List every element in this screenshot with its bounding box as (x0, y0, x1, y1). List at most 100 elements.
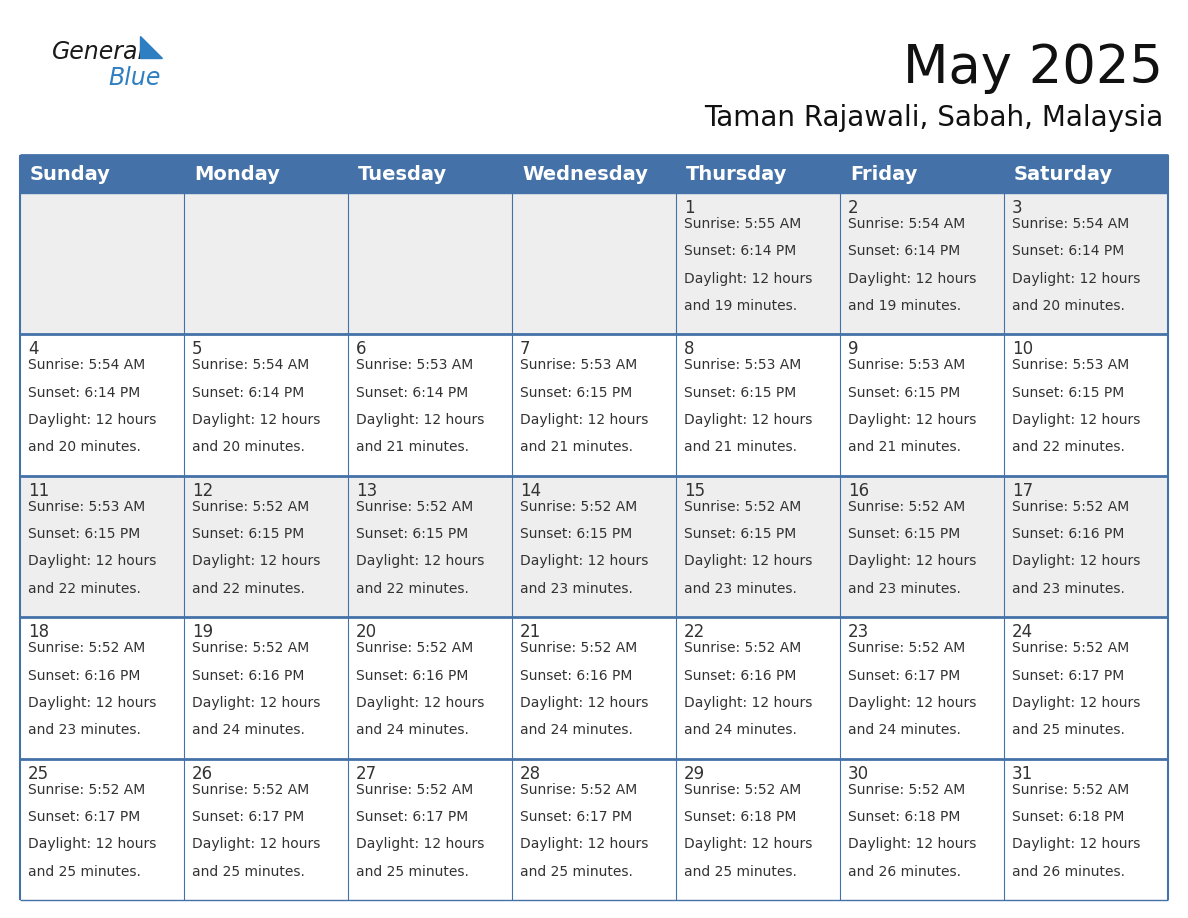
Text: Daylight: 12 hours: Daylight: 12 hours (356, 413, 485, 427)
Text: and 22 minutes.: and 22 minutes. (1012, 441, 1125, 454)
Text: Sunset: 6:17 PM: Sunset: 6:17 PM (848, 668, 960, 682)
Text: 23: 23 (848, 623, 870, 641)
Text: Sunset: 6:15 PM: Sunset: 6:15 PM (848, 527, 960, 541)
Text: Sunset: 6:16 PM: Sunset: 6:16 PM (520, 668, 632, 682)
Text: Sunrise: 5:52 AM: Sunrise: 5:52 AM (684, 499, 801, 514)
Bar (20, 617, 1168, 758)
Text: Sunrise: 5:53 AM: Sunrise: 5:53 AM (684, 358, 801, 373)
Text: 10: 10 (1012, 341, 1034, 358)
Text: Sunrise: 5:54 AM: Sunrise: 5:54 AM (29, 358, 145, 373)
Text: 20: 20 (356, 623, 377, 641)
Text: Sunset: 6:17 PM: Sunset: 6:17 PM (29, 810, 140, 823)
Text: Sunset: 6:14 PM: Sunset: 6:14 PM (848, 244, 960, 258)
Text: 7: 7 (520, 341, 531, 358)
Text: Sunset: 6:15 PM: Sunset: 6:15 PM (1012, 386, 1124, 399)
Text: and 22 minutes.: and 22 minutes. (192, 582, 305, 596)
Text: and 20 minutes.: and 20 minutes. (1012, 299, 1125, 313)
Text: Daylight: 12 hours: Daylight: 12 hours (684, 554, 813, 568)
Text: Daylight: 12 hours: Daylight: 12 hours (1012, 272, 1140, 285)
Text: and 24 minutes.: and 24 minutes. (192, 723, 305, 737)
Text: Sunset: 6:15 PM: Sunset: 6:15 PM (520, 527, 632, 541)
Text: Saturday: Saturday (1015, 164, 1113, 184)
Text: Daylight: 12 hours: Daylight: 12 hours (848, 837, 977, 851)
Text: 26: 26 (192, 765, 213, 783)
Text: and 20 minutes.: and 20 minutes. (29, 441, 141, 454)
Text: Daylight: 12 hours: Daylight: 12 hours (1012, 837, 1140, 851)
Text: and 25 minutes.: and 25 minutes. (192, 865, 305, 879)
Text: Sunrise: 5:54 AM: Sunrise: 5:54 AM (848, 217, 965, 231)
Text: and 23 minutes.: and 23 minutes. (1012, 582, 1125, 596)
Text: Sunrise: 5:53 AM: Sunrise: 5:53 AM (520, 358, 637, 373)
Text: Sunrise: 5:52 AM: Sunrise: 5:52 AM (848, 783, 965, 797)
Text: Daylight: 12 hours: Daylight: 12 hours (29, 696, 157, 710)
Text: Sunrise: 5:52 AM: Sunrise: 5:52 AM (848, 641, 965, 655)
Text: Sunrise: 5:52 AM: Sunrise: 5:52 AM (192, 499, 309, 514)
Text: Sunrise: 5:53 AM: Sunrise: 5:53 AM (1012, 358, 1130, 373)
Text: 6: 6 (356, 341, 367, 358)
Text: and 23 minutes.: and 23 minutes. (684, 582, 797, 596)
Text: Sunrise: 5:53 AM: Sunrise: 5:53 AM (29, 499, 145, 514)
Text: Taman Rajawali, Sabah, Malaysia: Taman Rajawali, Sabah, Malaysia (703, 104, 1163, 132)
Text: Daylight: 12 hours: Daylight: 12 hours (356, 554, 485, 568)
Text: 31: 31 (1012, 765, 1034, 783)
Text: Sunset: 6:16 PM: Sunset: 6:16 PM (356, 668, 468, 682)
Text: Sunrise: 5:52 AM: Sunrise: 5:52 AM (684, 783, 801, 797)
Text: Sunrise: 5:52 AM: Sunrise: 5:52 AM (848, 499, 965, 514)
Text: Sunday: Sunday (30, 164, 110, 184)
Text: Daylight: 12 hours: Daylight: 12 hours (684, 272, 813, 285)
Text: Sunset: 6:17 PM: Sunset: 6:17 PM (192, 810, 304, 823)
Text: 5: 5 (192, 341, 202, 358)
Text: Sunrise: 5:52 AM: Sunrise: 5:52 AM (1012, 783, 1130, 797)
Text: Sunset: 6:17 PM: Sunset: 6:17 PM (520, 810, 632, 823)
Text: 8: 8 (684, 341, 695, 358)
Text: 14: 14 (520, 482, 541, 499)
Text: and 19 minutes.: and 19 minutes. (848, 299, 961, 313)
Text: 15: 15 (684, 482, 706, 499)
Text: Sunset: 6:16 PM: Sunset: 6:16 PM (684, 668, 796, 682)
Text: Sunrise: 5:52 AM: Sunrise: 5:52 AM (1012, 499, 1130, 514)
Text: Sunset: 6:14 PM: Sunset: 6:14 PM (192, 386, 304, 399)
Text: 30: 30 (848, 765, 870, 783)
Text: Sunrise: 5:52 AM: Sunrise: 5:52 AM (684, 641, 801, 655)
Text: 25: 25 (29, 765, 49, 783)
Text: Sunrise: 5:53 AM: Sunrise: 5:53 AM (848, 358, 965, 373)
Text: Sunset: 6:15 PM: Sunset: 6:15 PM (192, 527, 304, 541)
Text: 22: 22 (684, 623, 706, 641)
Text: Daylight: 12 hours: Daylight: 12 hours (684, 837, 813, 851)
Text: Sunrise: 5:52 AM: Sunrise: 5:52 AM (29, 641, 145, 655)
Text: and 26 minutes.: and 26 minutes. (1012, 865, 1125, 879)
Text: Sunrise: 5:52 AM: Sunrise: 5:52 AM (1012, 641, 1130, 655)
Text: Sunrise: 5:54 AM: Sunrise: 5:54 AM (192, 358, 309, 373)
Text: Daylight: 12 hours: Daylight: 12 hours (1012, 554, 1140, 568)
Text: 28: 28 (520, 765, 541, 783)
Text: Sunset: 6:14 PM: Sunset: 6:14 PM (1012, 244, 1124, 258)
Text: 12: 12 (192, 482, 214, 499)
Text: Sunrise: 5:52 AM: Sunrise: 5:52 AM (29, 783, 145, 797)
Text: Daylight: 12 hours: Daylight: 12 hours (192, 837, 321, 851)
Bar (20, 758, 1168, 900)
Text: 13: 13 (356, 482, 378, 499)
Text: Sunset: 6:15 PM: Sunset: 6:15 PM (356, 527, 468, 541)
Text: Sunset: 6:18 PM: Sunset: 6:18 PM (1012, 810, 1124, 823)
Text: Sunset: 6:15 PM: Sunset: 6:15 PM (848, 386, 960, 399)
Text: Thursday: Thursday (685, 164, 788, 184)
Text: Sunrise: 5:53 AM: Sunrise: 5:53 AM (356, 358, 473, 373)
Text: Sunset: 6:16 PM: Sunset: 6:16 PM (1012, 527, 1124, 541)
Text: Sunset: 6:15 PM: Sunset: 6:15 PM (684, 386, 796, 399)
Text: Daylight: 12 hours: Daylight: 12 hours (684, 413, 813, 427)
Text: Daylight: 12 hours: Daylight: 12 hours (520, 837, 649, 851)
Text: 11: 11 (29, 482, 49, 499)
Text: General: General (52, 40, 145, 64)
Text: and 19 minutes.: and 19 minutes. (684, 299, 797, 313)
Text: and 23 minutes.: and 23 minutes. (848, 582, 961, 596)
Text: 18: 18 (29, 623, 49, 641)
Text: Daylight: 12 hours: Daylight: 12 hours (192, 413, 321, 427)
Text: Sunset: 6:14 PM: Sunset: 6:14 PM (356, 386, 468, 399)
Text: 3: 3 (1012, 199, 1023, 217)
Bar (20, 334, 1168, 476)
Text: Daylight: 12 hours: Daylight: 12 hours (684, 696, 813, 710)
Text: Sunset: 6:16 PM: Sunset: 6:16 PM (29, 668, 140, 682)
Text: and 25 minutes.: and 25 minutes. (684, 865, 797, 879)
Text: Tuesday: Tuesday (358, 164, 447, 184)
Text: Sunrise: 5:55 AM: Sunrise: 5:55 AM (684, 217, 801, 231)
